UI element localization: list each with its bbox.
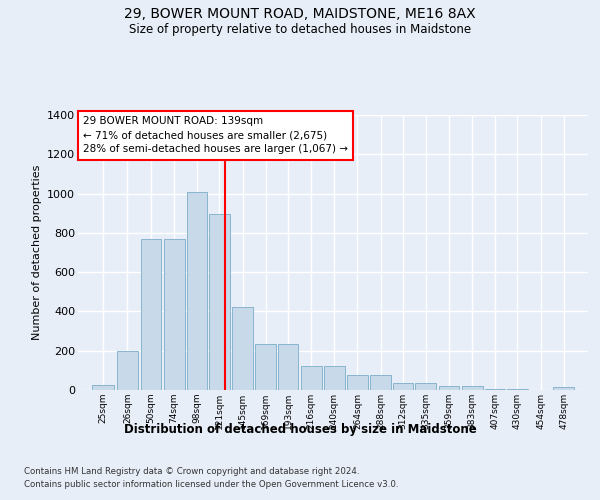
Text: 29, BOWER MOUNT ROAD, MAIDSTONE, ME16 8AX: 29, BOWER MOUNT ROAD, MAIDSTONE, ME16 8A… <box>124 8 476 22</box>
Bar <box>324 366 344 390</box>
Bar <box>507 388 528 390</box>
Bar <box>553 387 574 390</box>
Bar <box>209 214 230 390</box>
Bar <box>256 344 276 390</box>
Bar <box>485 388 505 390</box>
Bar <box>439 386 460 390</box>
Bar <box>232 306 253 390</box>
Bar <box>415 383 436 390</box>
Bar <box>347 376 368 390</box>
Text: Contains public sector information licensed under the Open Government Licence v3: Contains public sector information licen… <box>24 480 398 489</box>
Bar <box>140 239 161 390</box>
Text: 29 BOWER MOUNT ROAD: 139sqm
← 71% of detached houses are smaller (2,675)
28% of : 29 BOWER MOUNT ROAD: 139sqm ← 71% of det… <box>83 116 348 154</box>
Y-axis label: Number of detached properties: Number of detached properties <box>32 165 41 340</box>
Text: Distribution of detached houses by size in Maidstone: Distribution of detached houses by size … <box>124 422 476 436</box>
Bar <box>370 376 391 390</box>
Bar <box>461 386 482 390</box>
Bar <box>92 385 114 390</box>
Bar <box>116 350 138 390</box>
Bar <box>187 192 207 390</box>
Text: Size of property relative to detached houses in Maidstone: Size of property relative to detached ho… <box>129 22 471 36</box>
Bar <box>164 239 185 390</box>
Bar <box>301 366 322 390</box>
Bar <box>278 344 298 390</box>
Bar <box>393 383 413 390</box>
Text: Contains HM Land Registry data © Crown copyright and database right 2024.: Contains HM Land Registry data © Crown c… <box>24 468 359 476</box>
